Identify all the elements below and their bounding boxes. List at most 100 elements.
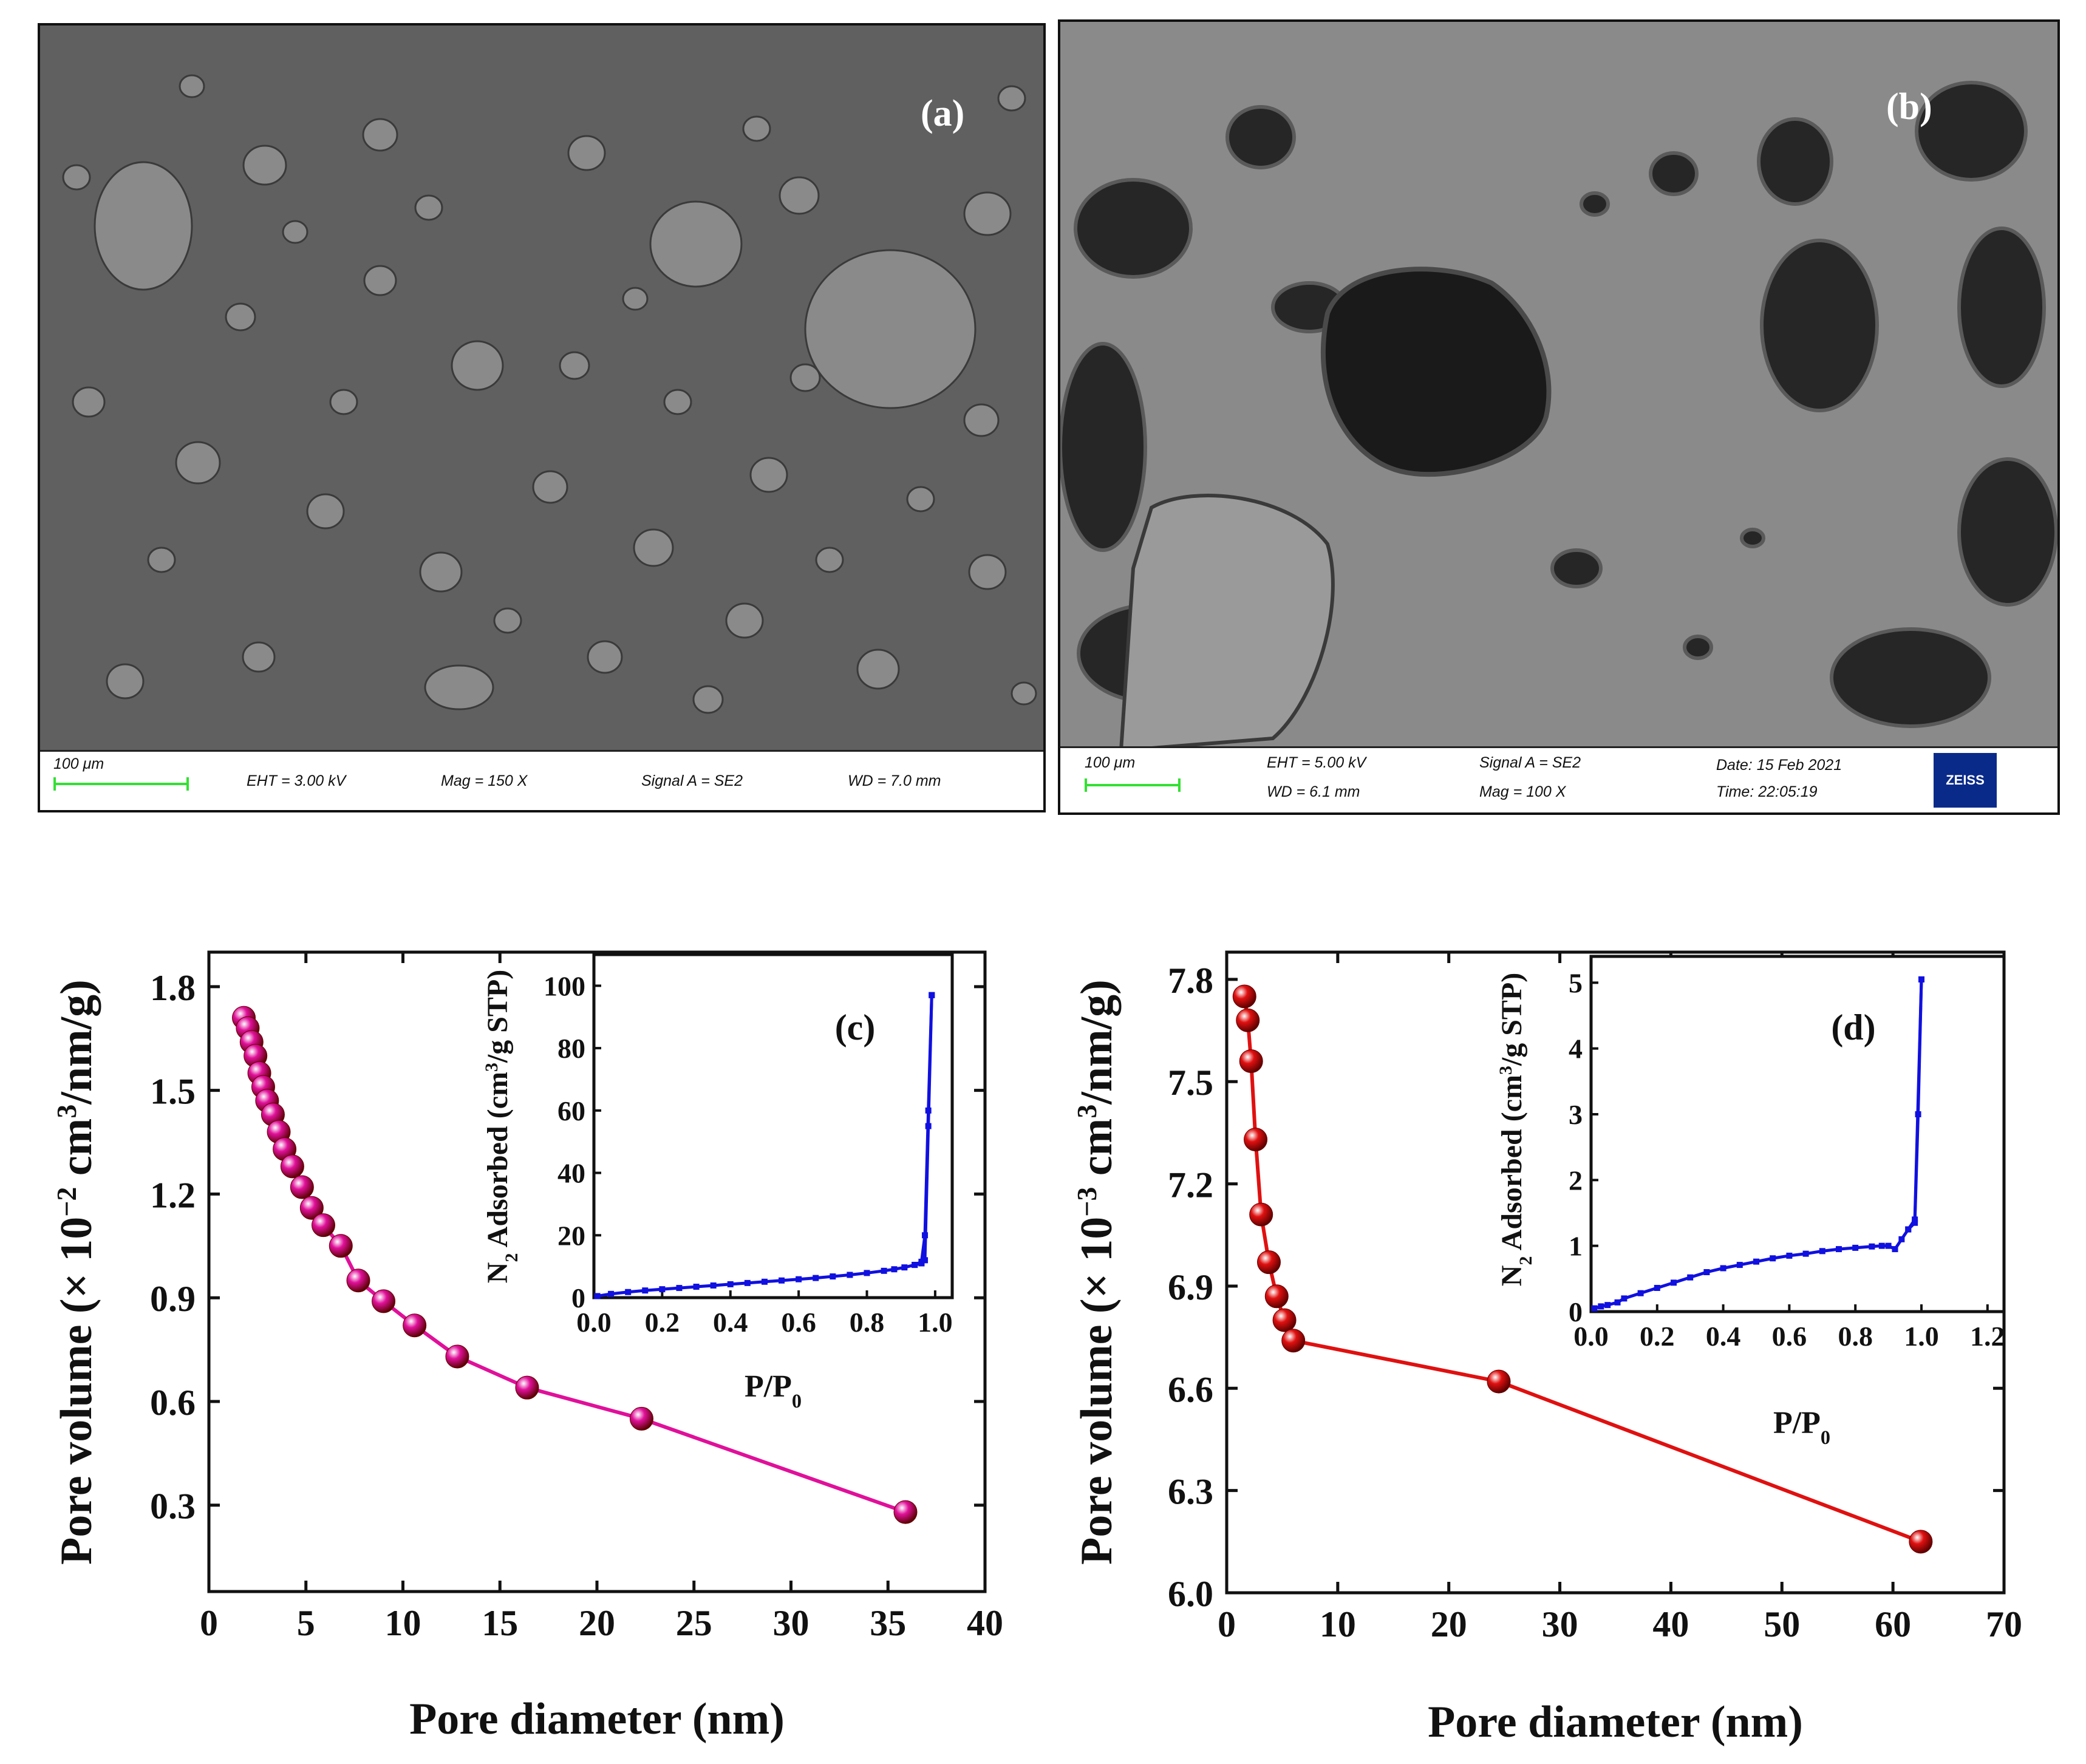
data-point	[1249, 1202, 1273, 1227]
inset-data-point	[1736, 1262, 1743, 1269]
y-tick-label: 1.8	[150, 968, 196, 1008]
inset-y-tick-label: 2	[1569, 1165, 1583, 1196]
scale-text: 100 μm	[53, 755, 104, 772]
inset-x-tick-label: 0.4	[1706, 1321, 1741, 1352]
data-point	[1272, 1308, 1297, 1332]
sem-a-info-bar: 100 μm EHT = 3.00 kV Mag = 150 X Signal …	[40, 750, 1043, 810]
data-point	[1232, 984, 1256, 1009]
sem-a-micrograph	[40, 26, 1043, 754]
chart-c: 0 5 10 15 20 25 30 35 40 0.3 0.6 0.9 1.2 1.5 1.8 Pore d…	[51, 950, 1003, 1744]
inset-data-point	[625, 1289, 632, 1295]
inset-data-point	[1912, 1219, 1918, 1226]
inset-data-point	[1671, 1279, 1677, 1286]
inset-y-tick-label: 4	[1569, 1034, 1583, 1064]
x-tick-label: 25	[676, 1603, 712, 1643]
data-point	[515, 1375, 539, 1400]
inset-x-tick-label: 0.6	[781, 1307, 816, 1338]
inset-data-point	[891, 1266, 898, 1273]
data-point	[346, 1269, 370, 1293]
inset-y-tick-label: 5	[1569, 967, 1583, 998]
inset-y-tick-label: 3	[1569, 1099, 1583, 1130]
inset-chart-c: 0.0 0.2 0.4 0.6 0.8 1.0 0 20 40 60 80 100 P/P0 N2 Ads…	[482, 953, 954, 1412]
x-tick-label: 20	[1431, 1604, 1467, 1644]
inset-data-point	[710, 1282, 717, 1289]
data-point	[372, 1289, 396, 1313]
inset-data-point	[1621, 1295, 1628, 1302]
inset-y-tick-label: 0	[571, 1282, 585, 1313]
inset-data-point	[1918, 976, 1924, 982]
inset-y-tick-label: 20	[557, 1220, 585, 1251]
signal-text: Signal A = SE2	[641, 772, 743, 789]
inset-data-point	[901, 1264, 908, 1271]
inset-data-point	[727, 1281, 734, 1287]
inset-data-point	[1852, 1244, 1859, 1251]
sem-b-large-pore	[1320, 267, 1552, 477]
scale-text: 100 μm	[1085, 754, 1136, 771]
data-point	[299, 1196, 324, 1220]
y-tick-label: 6.3	[1168, 1472, 1213, 1512]
inset-data-point	[918, 1260, 925, 1267]
x-tick-label: 30	[773, 1603, 810, 1643]
y-tick-label: 1.5	[150, 1072, 196, 1112]
data-point	[403, 1313, 427, 1338]
inset-data-point	[594, 1293, 601, 1299]
inset-data-point	[1687, 1274, 1694, 1281]
x-tick-label: 15	[482, 1603, 518, 1643]
data-point	[445, 1344, 469, 1369]
inset-x-tick-label: 0.0	[1573, 1321, 1609, 1352]
inset-series-line	[1907, 979, 1923, 1231]
x-axis-label: Pore diameter (nm)	[1428, 1697, 1803, 1747]
inset-data-point	[1637, 1290, 1644, 1296]
date-text: Date: 15 Feb 2021	[1716, 757, 1842, 774]
y-tick-label: 0.9	[150, 1279, 196, 1319]
inset-y-tick-label: 60	[557, 1095, 585, 1126]
inset-data-point	[847, 1272, 853, 1278]
wd-text: WD = 7.0 mm	[848, 772, 941, 789]
inset-data-point	[912, 1262, 918, 1269]
inset-x-tick-label: 1.0	[1904, 1321, 1939, 1352]
inset-data-point	[1703, 1269, 1710, 1275]
inset-x-tick-label: 1.2	[1970, 1321, 2005, 1352]
signal-text: Signal A = SE2	[1479, 754, 1581, 771]
x-tick-label: 5	[297, 1603, 315, 1643]
time-text: Time: 22:05:19	[1716, 783, 1818, 800]
y-axis-label: Pore volume (× 10−3 cm3/nm/g)	[1071, 979, 1122, 1565]
data-point	[280, 1154, 304, 1179]
inset-y-tick-label: 1	[1569, 1231, 1583, 1262]
inset-y-tick-label: 0	[1569, 1296, 1583, 1327]
inset-data-point	[929, 992, 935, 998]
panel-label-b: (b)	[1886, 86, 1932, 128]
inset-data-point	[1720, 1265, 1726, 1272]
inset-data-point	[1786, 1252, 1793, 1259]
inset-data-point	[1915, 1111, 1921, 1117]
inset-data-point	[1802, 1250, 1809, 1257]
sem-image-a: (a) 100 μm EHT = 3.00 kV Mag = 150 X Sig…	[38, 23, 1046, 812]
mag-text: Mag = 150 X	[441, 772, 528, 789]
inset-data-point	[881, 1267, 887, 1274]
inset-y-axis-label: N2 Adsorbed (cm3/g STP)	[482, 970, 522, 1283]
inset-data-point	[796, 1276, 802, 1282]
inset-data-point	[1753, 1258, 1759, 1265]
y-tick-label: 6.6	[1168, 1369, 1213, 1409]
inset-data-point	[659, 1286, 666, 1293]
eht-text: EHT = 3.00 kV	[247, 772, 346, 789]
inset-x-tick-label: 0.4	[713, 1307, 748, 1338]
inset-x-axis-label: P/P0	[1773, 1406, 1830, 1448]
x-tick-label: 70	[1986, 1604, 2022, 1644]
inset-data-point	[1614, 1299, 1621, 1306]
x-tick-label: 30	[1542, 1604, 1578, 1644]
inset-data-point	[693, 1284, 700, 1290]
data-point	[1239, 1049, 1263, 1074]
x-tick-label: 40	[967, 1603, 1003, 1643]
inset-data-point	[925, 1123, 932, 1129]
inset-x-axis-label: P/P0	[745, 1369, 802, 1412]
y-tick-label: 6.9	[1168, 1267, 1213, 1307]
inset-data-point	[1869, 1243, 1875, 1250]
inset-data-point	[922, 1257, 929, 1264]
data-point	[1256, 1250, 1281, 1275]
data-point	[1281, 1329, 1306, 1353]
inset-data-point	[813, 1275, 819, 1281]
inset-y-tick-label: 100	[544, 970, 585, 1001]
scale-bar	[1085, 778, 1181, 792]
